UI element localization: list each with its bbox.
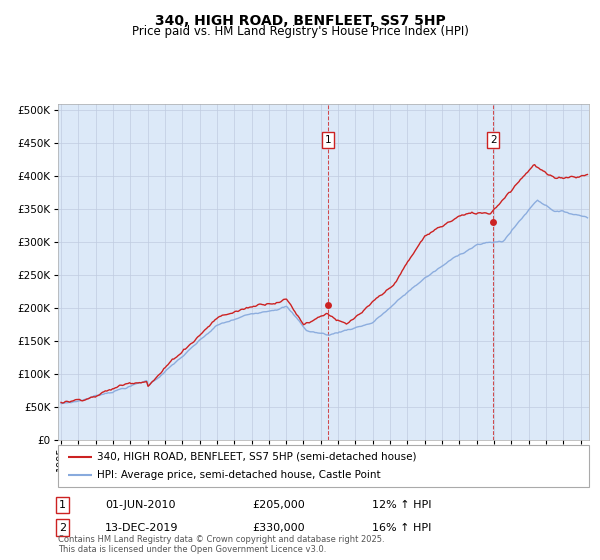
Text: 340, HIGH ROAD, BENFLEET, SS7 5HP: 340, HIGH ROAD, BENFLEET, SS7 5HP (155, 14, 445, 28)
Text: 2: 2 (490, 135, 497, 145)
Text: £330,000: £330,000 (252, 522, 305, 533)
Text: 340, HIGH ROAD, BENFLEET, SS7 5HP (semi-detached house): 340, HIGH ROAD, BENFLEET, SS7 5HP (semi-… (97, 452, 416, 462)
Text: £205,000: £205,000 (252, 500, 305, 510)
Text: Price paid vs. HM Land Registry's House Price Index (HPI): Price paid vs. HM Land Registry's House … (131, 25, 469, 38)
Text: 2: 2 (59, 522, 66, 533)
Text: HPI: Average price, semi-detached house, Castle Point: HPI: Average price, semi-detached house,… (97, 470, 380, 480)
Text: Contains HM Land Registry data © Crown copyright and database right 2025.
This d: Contains HM Land Registry data © Crown c… (58, 535, 384, 554)
Text: 12% ↑ HPI: 12% ↑ HPI (372, 500, 431, 510)
Text: 01-JUN-2010: 01-JUN-2010 (105, 500, 176, 510)
Text: 1: 1 (59, 500, 66, 510)
Text: 1: 1 (325, 135, 331, 145)
Text: 16% ↑ HPI: 16% ↑ HPI (372, 522, 431, 533)
Text: 13-DEC-2019: 13-DEC-2019 (105, 522, 179, 533)
